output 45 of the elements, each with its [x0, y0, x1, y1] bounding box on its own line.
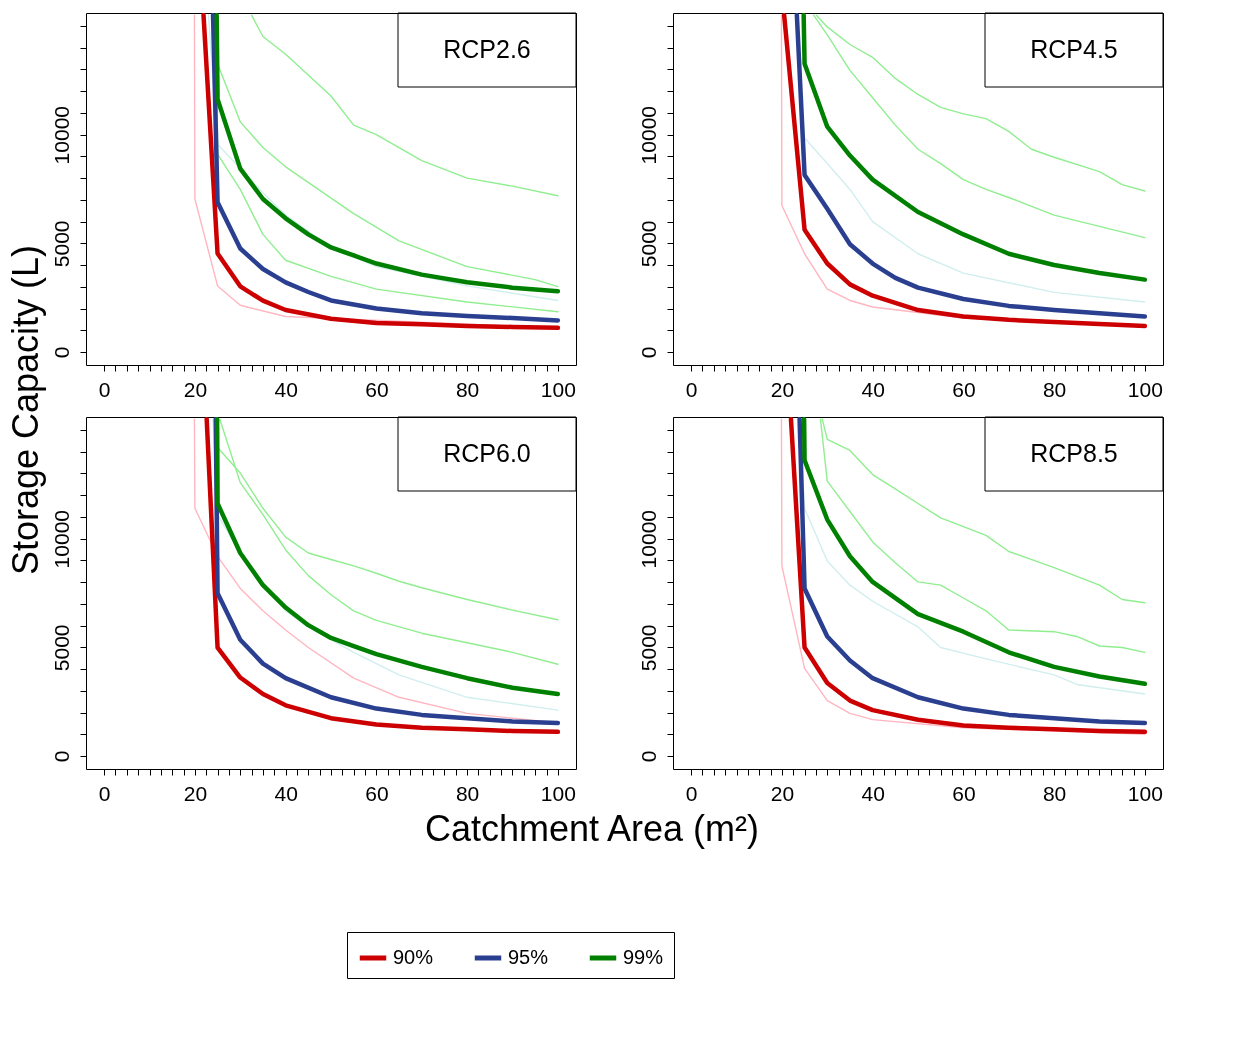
y-tick-label: 0	[49, 750, 73, 763]
x-tick-label: 20	[770, 781, 795, 805]
y-tick-label: 5000	[636, 220, 660, 268]
legend-label: 90%	[393, 946, 434, 968]
y-tick-label: 10000	[636, 105, 660, 165]
x-tick-label: 60	[365, 377, 389, 401]
x-tick-label: 20	[183, 781, 208, 805]
y-tick-label: 10000	[49, 509, 73, 569]
x-tick-label: 0	[685, 781, 698, 805]
x-tick-label: 80	[1042, 781, 1067, 805]
x-tick-label: 40	[861, 377, 885, 401]
y-tick-label: 10000	[636, 509, 660, 569]
x-tick-label: 100	[1127, 781, 1163, 805]
x-tick-label: 100	[1127, 377, 1163, 401]
x-tick-label: 40	[861, 781, 885, 805]
x-tick-label: 80	[1042, 377, 1067, 401]
x-tick-label: 20	[183, 377, 208, 401]
x-tick-label: 20	[770, 377, 795, 401]
text: RCP2.6	[443, 35, 531, 63]
y-tick-label: 0	[636, 750, 660, 763]
y-tick-label: 0	[49, 346, 73, 359]
x-tick-label: 60	[952, 781, 976, 805]
x-tick-label: 0	[98, 377, 111, 401]
legend-label: 95%	[508, 946, 549, 968]
x-tick-label: 80	[455, 781, 480, 805]
y-tick-label: 10000	[49, 105, 73, 165]
x-tick-label: 100	[540, 377, 576, 401]
legend-label: 99%	[623, 946, 664, 968]
x-tick-label: 0	[98, 781, 111, 805]
x-tick-label: 0	[685, 377, 698, 401]
x-axis-title: Catchment Area (m²)	[424, 808, 760, 849]
x-tick-label: 80	[455, 377, 480, 401]
y-tick-label: 0	[636, 346, 660, 359]
x-tick-label: 40	[274, 781, 298, 805]
x-tick-label: 40	[274, 377, 298, 401]
text: RCP6.0	[443, 439, 531, 467]
y-axis-title: Storage Capacity (L)	[5, 244, 46, 576]
text: RCP4.5	[1030, 35, 1118, 63]
y-tick-label: 5000	[636, 624, 660, 672]
y-tick-label: 5000	[49, 220, 73, 268]
y-tick-label: 5000	[49, 624, 73, 672]
x-tick-label: 60	[952, 377, 976, 401]
text: RCP8.5	[1030, 439, 1118, 467]
x-tick-label: 60	[365, 781, 389, 805]
x-tick-label: 100	[540, 781, 576, 805]
